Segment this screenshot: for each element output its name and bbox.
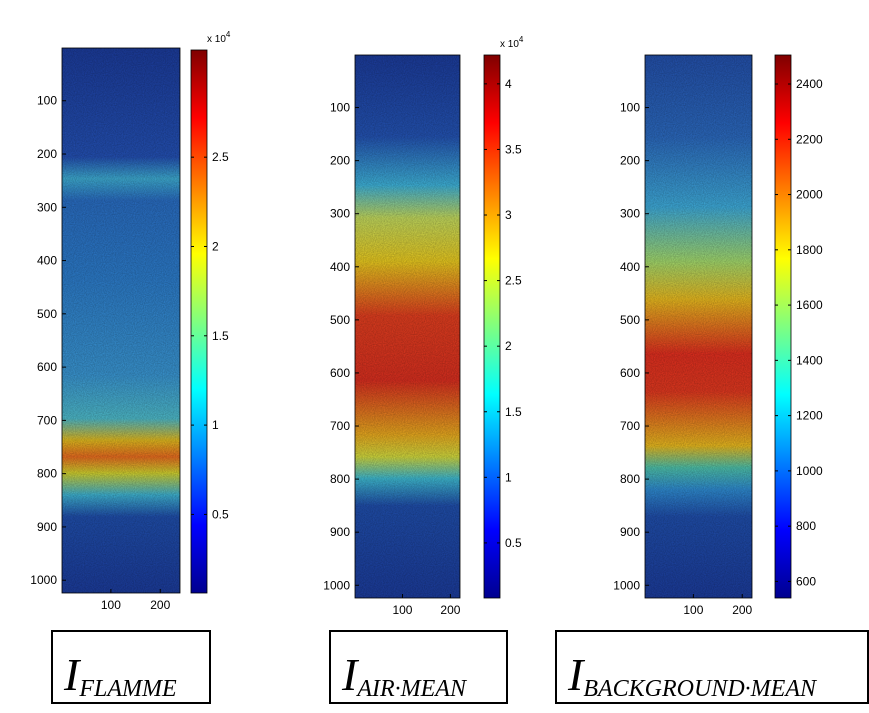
colorbar-tick-label: 2 (505, 339, 512, 353)
y-tick-label: 200 (620, 154, 640, 168)
caption: IBACKGROUND·MEAN (567, 649, 818, 702)
y-tick-label: 1000 (30, 573, 57, 587)
colorbar-tick-label: 0.5 (505, 536, 522, 550)
y-tick-label: 100 (37, 94, 57, 108)
y-tick-label: 1000 (323, 578, 350, 592)
x-tick-label: 200 (732, 603, 752, 617)
heatmap-noise (355, 55, 460, 598)
multiplier-base: x 10 (207, 34, 226, 45)
colorbar-tick-label: 1200 (796, 409, 823, 423)
colorbar-multiplier: x 104 (500, 35, 524, 50)
y-tick-label: 800 (620, 472, 640, 486)
caption-symbol: I (63, 649, 82, 700)
y-tick-label: 700 (330, 419, 350, 433)
colorbar-tick-label: 3.5 (505, 142, 522, 156)
y-tick-label: 900 (620, 525, 640, 539)
colorbar (483, 54, 501, 599)
y-tick-label: 100 (330, 101, 350, 115)
y-tick-label: 400 (330, 260, 350, 274)
y-tick-label: 900 (330, 525, 350, 539)
caption-box (555, 630, 869, 704)
colorbar-tick-label: 1.5 (212, 329, 229, 343)
y-tick-label: 500 (330, 313, 350, 327)
y-tick-label: 1000 (613, 578, 640, 592)
y-tick-label: 500 (620, 313, 640, 327)
colorbar-tick-label: 800 (796, 519, 816, 533)
y-tick-label: 700 (620, 419, 640, 433)
y-tick-label: 600 (37, 360, 57, 374)
y-tick-label: 600 (620, 366, 640, 380)
caption: IAIR·MEAN (341, 649, 468, 702)
y-tick-label: 300 (330, 207, 350, 221)
colorbar-tick-label: 0.5 (212, 507, 229, 521)
colorbar-tick-label: 1600 (796, 298, 823, 312)
multiplier-base: x 10 (500, 39, 519, 50)
y-tick-label: 300 (620, 207, 640, 221)
caption-subscript: BACKGROUND·MEAN (583, 676, 818, 702)
axes-frame (644, 54, 753, 599)
colorbar-tick-label: 1800 (796, 243, 823, 257)
colorbar-tick-label: 1400 (796, 353, 823, 367)
x-tick-label: 200 (440, 603, 460, 617)
y-tick-label: 900 (37, 520, 57, 534)
y-tick-label: 400 (620, 260, 640, 274)
colorbar-tick-label: 2.5 (212, 150, 229, 164)
y-tick-label: 400 (37, 254, 57, 268)
caption-subscript: AIR·MEAN (355, 676, 468, 702)
colorbar-tick-label: 2.5 (505, 274, 522, 288)
y-tick-label: 200 (37, 147, 57, 161)
colorbar (190, 49, 208, 594)
axes-frame (61, 47, 181, 594)
caption-symbol: I (341, 649, 360, 700)
axes-frame (354, 54, 461, 599)
colorbar-tick-label: 2 (212, 239, 219, 253)
colorbar-tick-label: 2000 (796, 188, 823, 202)
y-tick-label: 800 (330, 472, 350, 486)
colorbar-tick-label: 2200 (796, 132, 823, 146)
y-tick-label: 700 (37, 413, 57, 427)
x-tick-label: 100 (101, 598, 121, 612)
y-tick-label: 600 (330, 366, 350, 380)
multiplier-exponent: 4 (519, 35, 524, 44)
multiplier-exponent: 4 (226, 30, 231, 39)
colorbar-tick-label: 1000 (796, 464, 823, 478)
colorbar-tick-label: 4 (505, 77, 512, 91)
y-tick-label: 100 (620, 101, 640, 115)
x-tick-label: 100 (392, 603, 412, 617)
colorbar-multiplier: x 104 (207, 30, 231, 45)
y-tick-label: 300 (37, 200, 57, 214)
colorbar-tick-label: 2400 (796, 77, 823, 91)
y-tick-label: 800 (37, 467, 57, 481)
colorbar-tick-label: 600 (796, 574, 816, 588)
colorbar-tick-label: 1 (212, 418, 219, 432)
x-tick-label: 100 (683, 603, 703, 617)
y-tick-label: 200 (330, 154, 350, 168)
colorbar (774, 54, 792, 599)
colorbar-tick-label: 1 (505, 470, 512, 484)
caption: IFLAMME (63, 649, 177, 702)
colorbar-tick-label: 1.5 (505, 405, 522, 419)
heatmap-noise (645, 55, 752, 598)
heatmap-noise (62, 48, 180, 593)
caption-box (51, 630, 211, 704)
colorbar-tick-label: 3 (505, 208, 512, 222)
caption-subscript: FLAMME (78, 676, 177, 702)
caption-symbol: I (567, 649, 586, 700)
x-tick-label: 200 (150, 598, 170, 612)
y-tick-label: 500 (37, 307, 57, 321)
caption-box (329, 630, 508, 704)
